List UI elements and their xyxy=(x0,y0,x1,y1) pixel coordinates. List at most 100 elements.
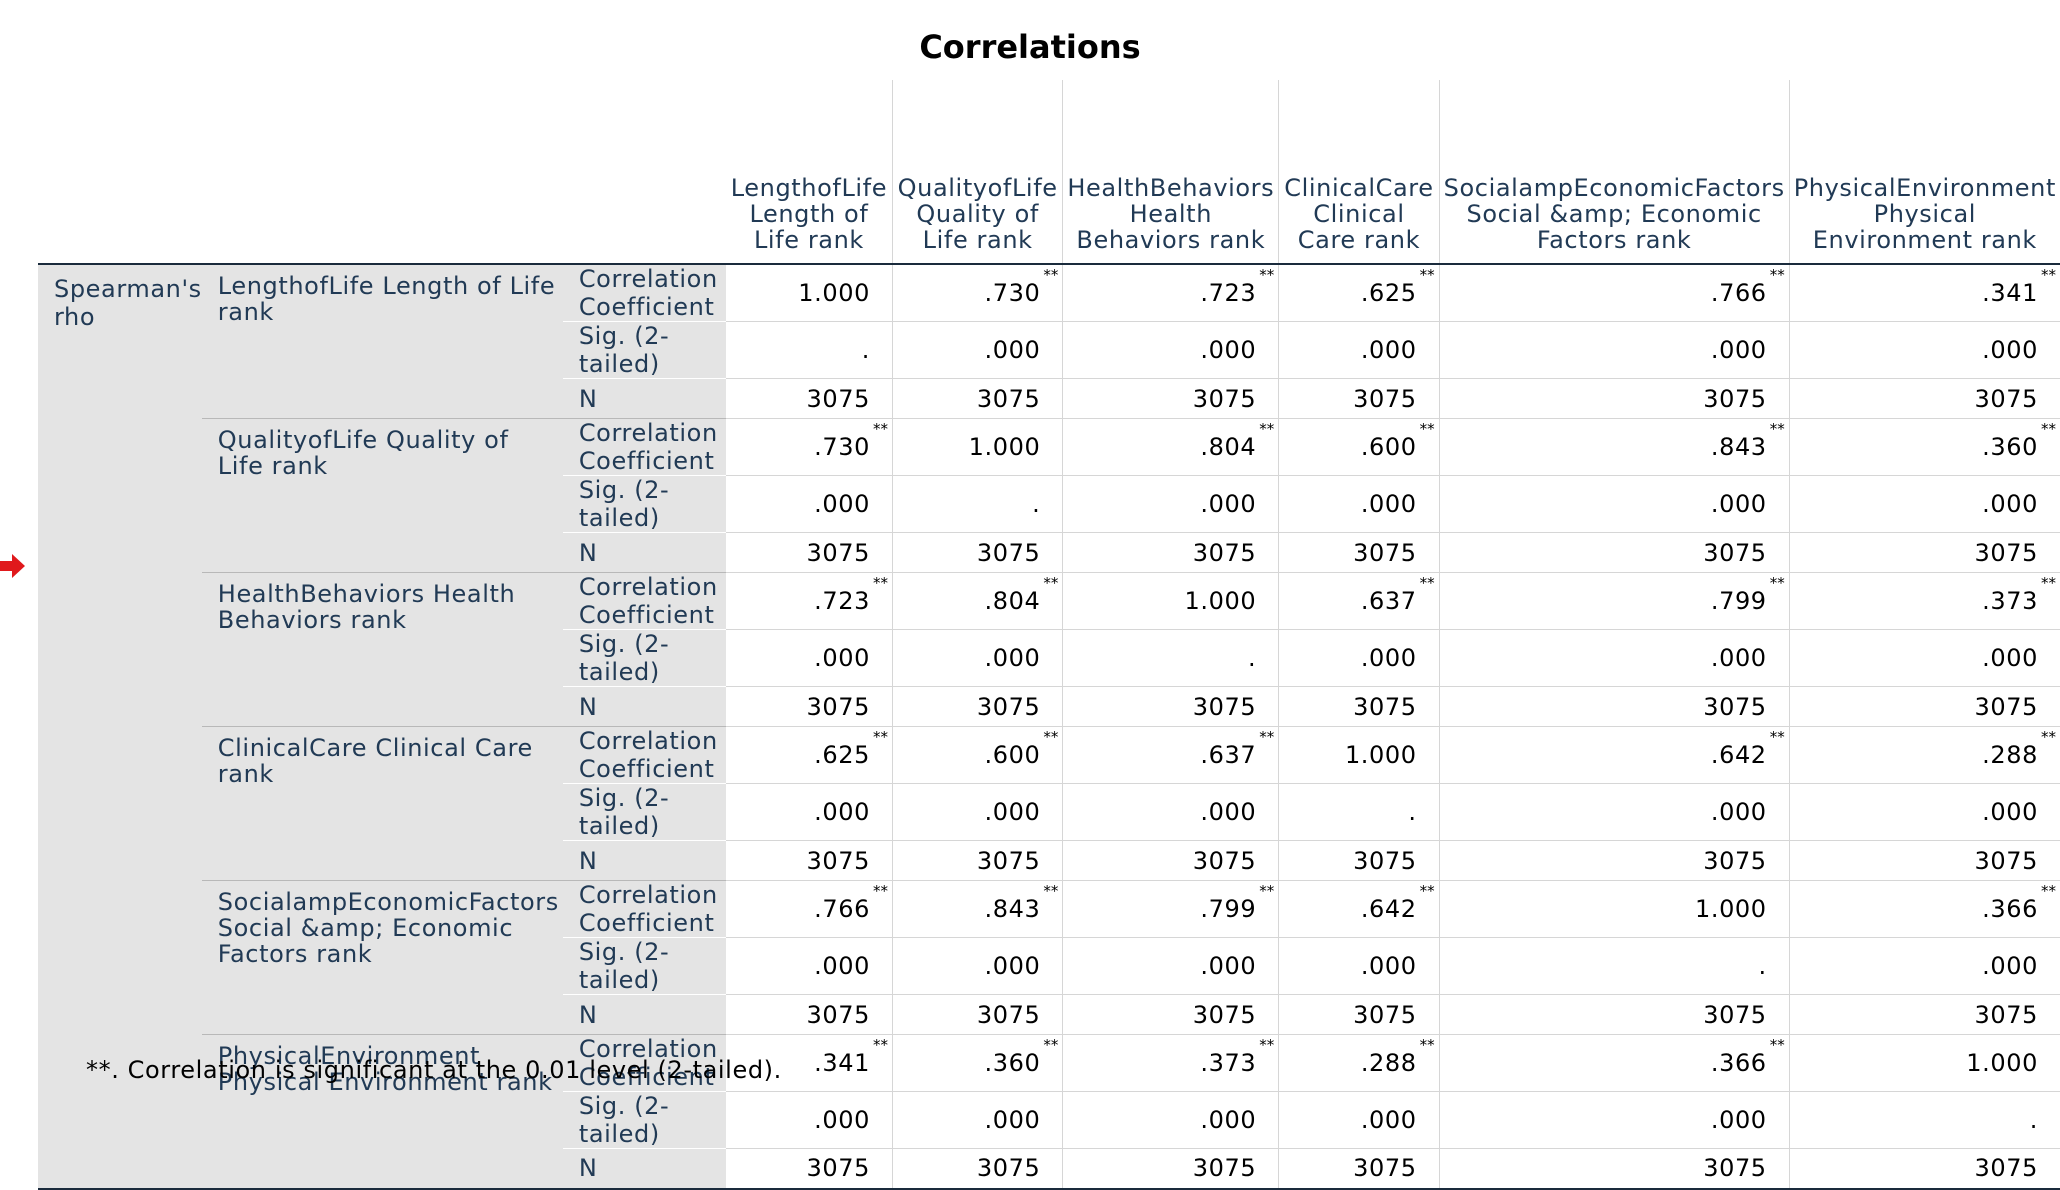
table-cell: 3075 xyxy=(1062,1148,1279,1190)
table-row: N 3075 3075 3075 3075 3075 3075 xyxy=(38,378,2060,419)
cell-value: .000 xyxy=(814,952,870,980)
cell-value: . xyxy=(1032,490,1041,518)
table-cell: .000 xyxy=(1062,1091,1279,1149)
cell-value: .373 xyxy=(1982,587,2038,615)
cell-value: .799 xyxy=(1710,587,1767,615)
table-cell: . xyxy=(1438,937,1790,995)
row-pointer-arrow-icon xyxy=(0,554,25,578)
table-cell: .000 xyxy=(1438,321,1790,379)
significance-marker: ** xyxy=(1259,266,1275,284)
cell-value: . xyxy=(1248,644,1257,672)
significance-marker: ** xyxy=(1769,574,1785,592)
cell-value: .000 xyxy=(1360,336,1417,364)
cell-value: .000 xyxy=(1360,644,1417,672)
table-cell: .373 ** xyxy=(1062,1034,1279,1092)
cell-value: .000 xyxy=(984,952,1041,980)
table-cell: 3075 xyxy=(1438,532,1790,573)
table-cell: .000 xyxy=(725,783,893,841)
cell-value: . xyxy=(861,336,870,364)
significance-marker: ** xyxy=(872,882,888,900)
table-cell: .288 ** xyxy=(1788,726,2060,784)
table-cell: .341 ** xyxy=(725,1034,893,1092)
table-cell: .000 xyxy=(891,783,1063,841)
table-cell: .360 ** xyxy=(1788,418,2060,476)
table-cell: .637 ** xyxy=(1062,726,1279,784)
cell-value: .625 xyxy=(814,741,870,769)
table-cell: 3075 xyxy=(1062,532,1279,573)
stat-label: Sig. (2-tailed) xyxy=(562,629,726,687)
table-cell: 3075 xyxy=(1438,994,1790,1035)
cell-value: 3075 xyxy=(1192,1154,1257,1183)
significance-marker: ** xyxy=(2041,728,2056,746)
cell-value: .000 xyxy=(1200,490,1257,518)
table-cell: .000 xyxy=(1062,783,1279,841)
cell-value: .804 xyxy=(984,587,1041,615)
table-cell: .366 ** xyxy=(1788,880,2060,938)
column-header: QualityofLife Quality of Life rank xyxy=(891,80,1063,265)
cell-value: .000 xyxy=(1200,952,1257,980)
table-row: Sig. (2-tailed) .000. .000 .000 .000 .000 xyxy=(38,475,2060,533)
cell-value: 3075 xyxy=(1974,1000,2038,1029)
table-cell: 3075 xyxy=(891,686,1063,727)
table-row: N 3075 3075 3075 3075 3075 3075 xyxy=(38,686,2060,727)
method-label: Spearman's rho xyxy=(38,264,202,1190)
cell-value: 1.000 xyxy=(1694,895,1767,923)
table-cell: 3075 xyxy=(1278,532,1440,573)
cell-value: .843 xyxy=(1710,433,1767,461)
stat-label: Correlation Coefficient xyxy=(562,263,726,322)
table-cell: .000 xyxy=(1788,937,2060,995)
table-cell: .000 xyxy=(891,629,1063,687)
table-cell: .843 ** xyxy=(1438,418,1790,476)
cell-value: 3075 xyxy=(806,1154,870,1183)
table-cell: .000 xyxy=(1278,321,1440,379)
cell-value: . xyxy=(1758,952,1767,980)
cell-value: .000 xyxy=(1360,490,1417,518)
header-corner xyxy=(38,80,726,265)
cell-value: .723 xyxy=(814,587,870,615)
cell-value: 3075 xyxy=(976,692,1041,721)
stat-label: N xyxy=(562,378,726,419)
table-cell: . xyxy=(1062,629,1279,687)
cell-value: 3075 xyxy=(806,692,870,721)
cell-value: .373 xyxy=(1200,1049,1257,1077)
table-cell: .625 ** xyxy=(1278,263,1440,322)
significance-marker: ** xyxy=(2041,882,2056,900)
footnote: **. Correlation is significant at the 0.… xyxy=(86,1056,782,1084)
table-cell: .000 xyxy=(891,937,1063,995)
table-cell: .360 ** xyxy=(891,1034,1063,1092)
cell-value: .341 xyxy=(814,1049,870,1077)
stat-label: Sig. (2-tailed) xyxy=(562,475,726,533)
table-row: SocialampEconomicFactors Social &amp; Ec… xyxy=(38,880,2060,1035)
table-cell: .000 xyxy=(1788,783,2060,841)
significance-marker: ** xyxy=(1419,420,1435,438)
table-row: HealthBehaviors Health Behaviors rank Cor… xyxy=(38,572,2060,727)
row-variable-label: QualityofLife Quality of Life rank xyxy=(201,418,563,573)
table-cell: 1.000 xyxy=(1788,1034,2060,1092)
significance-marker: ** xyxy=(2041,574,2056,592)
cell-value: .366 xyxy=(1982,895,2038,923)
table-cell: .000 xyxy=(1062,475,1279,533)
table-cell: .600 ** xyxy=(1278,418,1440,476)
cell-value: 3075 xyxy=(976,1154,1041,1183)
cell-value: 3075 xyxy=(806,846,870,875)
table-cell: 3075 xyxy=(725,686,893,727)
cell-value: .000 xyxy=(814,1106,870,1134)
table-cell: 3075 xyxy=(1438,1148,1790,1190)
cell-value: .730 xyxy=(814,433,870,461)
table-cell: .637 ** xyxy=(1278,572,1440,630)
cell-value: 3075 xyxy=(1974,384,2038,413)
table-cell: . xyxy=(1278,783,1440,841)
cell-value: . xyxy=(1408,798,1417,826)
significance-marker: ** xyxy=(872,1036,888,1054)
table-row: Sig. (2-tailed) .000 .000 .000 .000. .000 xyxy=(38,937,2060,995)
cell-value: .000 xyxy=(984,1106,1041,1134)
cell-value: .288 xyxy=(1360,1049,1417,1077)
cell-value: 1.000 xyxy=(968,433,1041,461)
stat-label: N xyxy=(562,840,726,881)
significance-marker: ** xyxy=(1259,882,1275,900)
cell-value: 3075 xyxy=(976,1000,1041,1029)
significance-marker: ** xyxy=(2041,420,2056,438)
cell-value: .366 xyxy=(1710,1049,1767,1077)
significance-marker: ** xyxy=(872,574,888,592)
table-cell: 3075 xyxy=(725,840,893,881)
